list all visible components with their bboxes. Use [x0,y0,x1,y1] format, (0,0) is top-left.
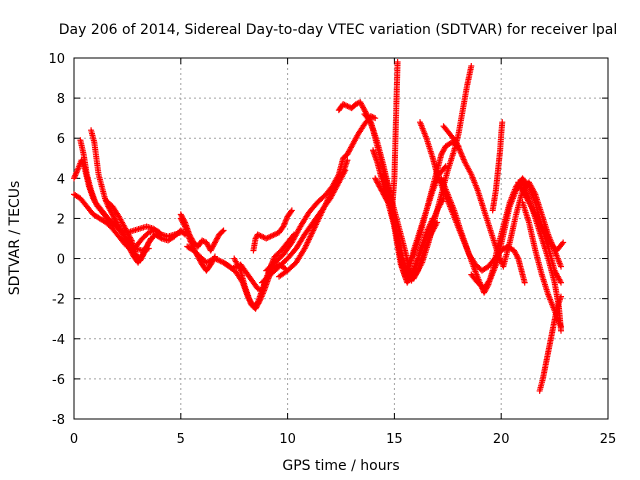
x-tick-label: 25 [600,432,617,447]
series-arc-11 [250,207,295,254]
data-point [288,207,295,214]
data-point [220,227,227,234]
data-point [499,119,506,126]
data-point [157,234,164,241]
y-tick-label: 10 [48,52,65,67]
data-point [558,293,565,300]
y-tick-label: -6 [52,373,65,388]
series-arc-13 [263,113,379,274]
y-axis-title: SDTVAR / TECUs [7,181,23,296]
axis-ticks: 0 5 10 15 20 25 -8 -6 -4 -2 0 2 4 6 8 10 [48,52,616,447]
plot-frame [73,57,609,420]
data-point [521,279,528,286]
x-tick-label: 20 [493,432,510,447]
data-point [560,239,567,246]
data-point [558,279,565,286]
data-point [344,157,351,164]
data-point [140,250,147,257]
y-tick-label: 2 [57,212,65,227]
x-tick-label: 5 [177,432,185,447]
x-tick-label: 10 [279,432,296,447]
series-arc-20 [404,139,462,270]
y-tick-label: -2 [52,293,65,308]
series-arc-05 [103,197,189,264]
x-tick-label: 15 [386,432,403,447]
data-point [441,164,448,171]
data-points [71,59,567,394]
data-point [558,263,565,270]
series-arc-18 [372,59,401,210]
data-point [514,254,521,261]
series-arc-26 [489,119,506,214]
y-tick-label: 0 [57,253,65,268]
data-point [559,240,566,247]
data-point [288,208,295,215]
series-arc-29 [536,293,565,394]
series-arc-03 [77,137,163,236]
data-point [366,117,373,124]
series-arc-27 [515,179,567,254]
y-tick-label: 4 [57,172,65,187]
data-point [405,266,412,273]
y-tick-label: -8 [52,413,65,428]
data-point [181,222,188,229]
data-point [219,228,226,235]
y-tick-label: 6 [57,132,65,147]
data-point [558,323,565,330]
x-axis-title: GPS time / hours [282,458,399,474]
chart-title: Day 206 of 2014, Sidereal Day-to-day VTE… [59,22,617,38]
y-tick-label: 8 [57,92,65,107]
data-point [394,59,401,66]
data-point [121,234,128,241]
series-arc-14 [276,157,351,280]
data-point [372,115,379,122]
y-tick-label: -4 [52,333,65,348]
data-point [468,63,475,70]
x-tick-label: 0 [70,432,78,447]
